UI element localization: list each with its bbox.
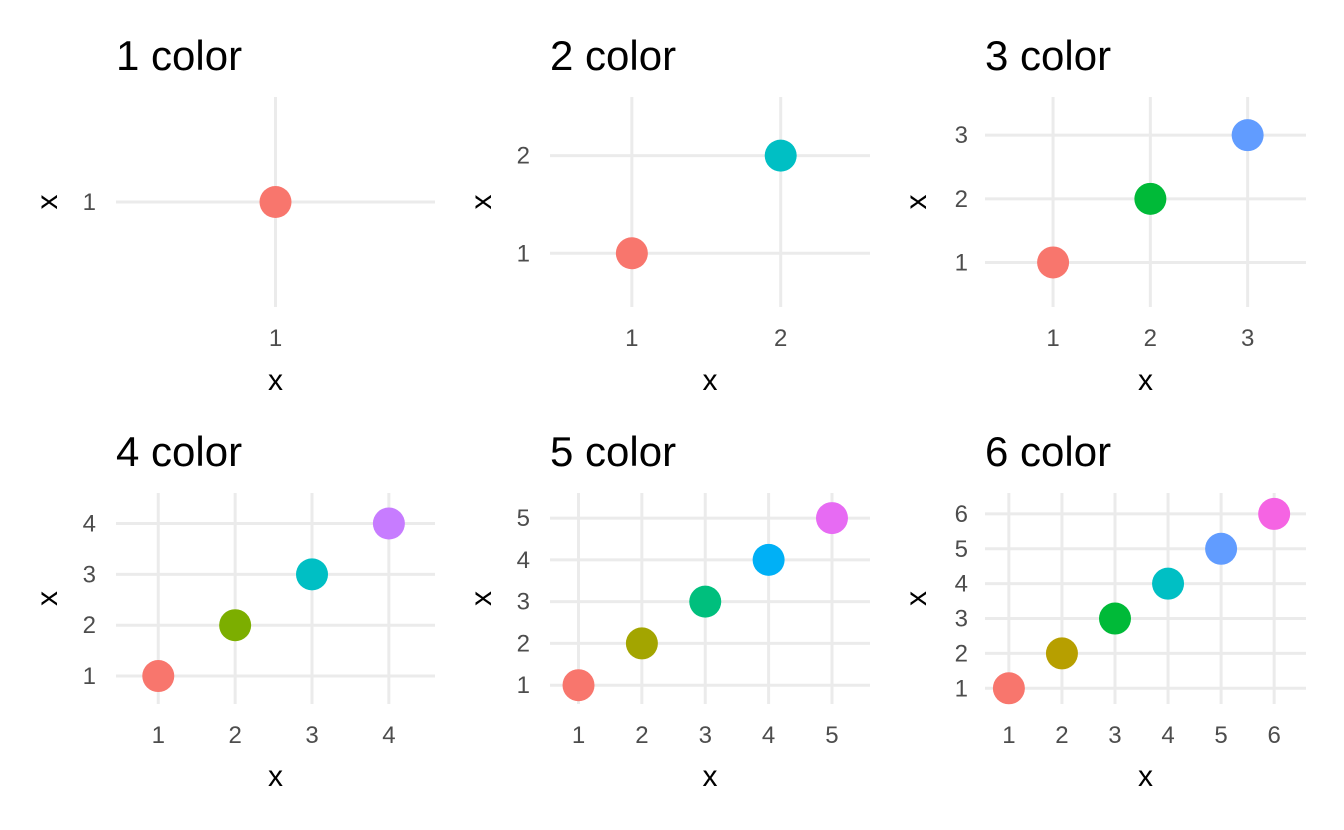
panel-title: 6 color [985,428,1111,475]
data-point [752,543,785,576]
panel-title: 3 color [985,32,1111,79]
data-point [992,672,1025,705]
x-tick-label: 5 [1214,722,1227,749]
y-axis-title: x [900,195,933,210]
y-tick-label: 4 [517,547,530,574]
x-tick-label: 2 [774,325,787,352]
data-point [615,237,648,270]
data-point [1037,246,1070,279]
x-tick-label: 1 [625,325,638,352]
y-tick-label: 1 [955,675,968,702]
y-tick-label: 2 [517,143,530,170]
data-point [219,609,252,642]
y-tick-label: 3 [955,122,968,149]
x-tick-label: 2 [1055,722,1068,749]
x-tick-label: 2 [1144,325,1157,352]
y-axis-title: x [31,591,64,606]
x-axis-title: x [1138,364,1153,397]
panel-title: 4 color [116,428,242,475]
panel-6: 1 2 3 4 5 6 1 2 3 4 5 6 6 color x x [900,428,1306,793]
x-tick-label: 4 [762,722,775,749]
data-point [562,669,595,702]
data-point [815,502,848,535]
x-axis-title: x [1138,760,1153,793]
data-point [689,585,722,618]
panel-2: 1 2 1 2 2 color x x [465,32,870,397]
y-tick-label: 4 [955,571,968,598]
y-axis-title: x [900,591,933,606]
y-tick-label: 2 [955,640,968,667]
y-axis-title: x [465,195,498,210]
y-tick-label: 5 [517,505,530,532]
y-tick-label: 3 [83,561,96,588]
panel-title: 1 color [116,32,242,79]
x-tick-label: 3 [305,722,318,749]
y-tick-label: 2 [83,612,96,639]
y-tick-label: 1 [517,240,530,267]
x-tick-label: 3 [1108,722,1121,749]
data-point [296,558,329,591]
panel-4: 1 2 3 4 1 2 3 4 4 color x x [31,428,435,793]
x-axis-title: x [268,364,283,397]
data-point [1152,567,1185,600]
data-point [625,627,658,660]
y-tick-label: 3 [955,606,968,633]
x-tick-label: 4 [1161,722,1174,749]
x-tick-label: 3 [699,722,712,749]
y-tick-label: 1 [83,663,96,690]
x-tick-label: 1 [1046,325,1059,352]
data-point [1098,602,1131,635]
panel-5: 1 2 3 4 5 1 2 3 4 5 5 color x x [465,428,870,793]
data-point [764,139,797,172]
y-tick-label: 1 [83,189,96,216]
data-point [1205,532,1238,565]
x-axis-title: x [703,364,718,397]
x-tick-label: 1 [572,722,585,749]
x-tick-label: 3 [1241,325,1254,352]
data-point [142,660,175,693]
x-tick-label: 1 [269,325,282,352]
x-axis-title: x [703,760,718,793]
data-point [1045,637,1078,670]
y-tick-label: 1 [517,672,530,699]
data-point [372,507,405,540]
x-tick-label: 1 [1002,722,1015,749]
data-point [259,186,292,218]
x-tick-label: 2 [635,722,648,749]
y-tick-label: 6 [955,501,968,528]
y-tick-label: 2 [517,630,530,657]
y-axis-title: x [31,195,64,210]
x-tick-label: 6 [1267,722,1280,749]
panel-3: 1 2 3 1 2 3 3 color x x [900,32,1306,397]
y-tick-label: 1 [955,249,968,276]
y-tick-label: 2 [955,186,968,213]
y-tick-label: 3 [517,589,530,616]
x-tick-label: 5 [825,722,838,749]
y-tick-label: 4 [83,511,96,538]
x-axis-title: x [268,760,283,793]
data-point [1258,497,1291,530]
x-tick-label: 2 [228,722,241,749]
y-tick-label: 5 [955,536,968,563]
x-tick-label: 1 [152,722,165,749]
x-tick-label: 4 [382,722,395,749]
data-point [1134,182,1167,215]
panel-1: 1 1 1 color x x [31,32,435,397]
y-axis-title: x [465,591,498,606]
panel-title: 2 color [550,32,676,79]
panel-title: 5 color [550,428,676,475]
data-point [1231,119,1264,152]
